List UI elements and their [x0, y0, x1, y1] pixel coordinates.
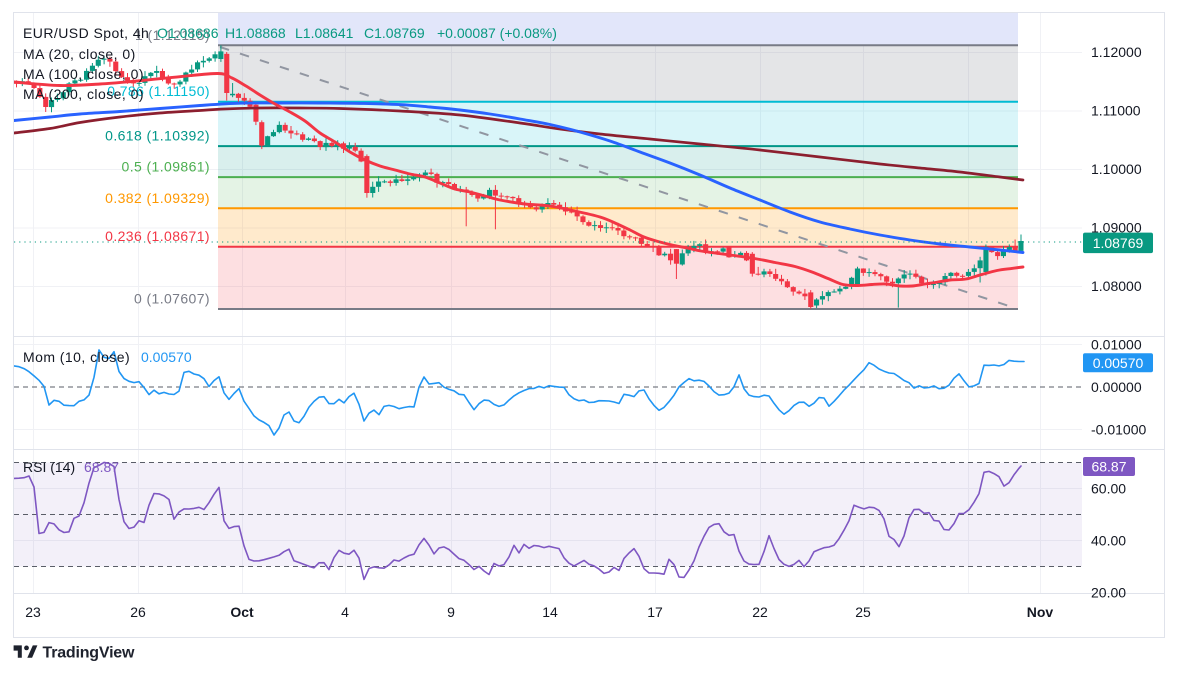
- svg-text:68.87: 68.87: [84, 459, 119, 475]
- svg-text:1.09000: 1.09000: [1091, 220, 1142, 236]
- svg-text:Nov: Nov: [1027, 604, 1054, 620]
- svg-text:MA (100, close, 0): MA (100, close, 0): [23, 66, 144, 82]
- svg-text:17: 17: [647, 604, 663, 620]
- svg-text:1 (1.12115): 1 (1.12115): [135, 27, 210, 43]
- svg-text:Oct: Oct: [230, 604, 254, 620]
- svg-text:0 (1.07607): 0 (1.07607): [134, 291, 210, 307]
- svg-text:0.786 (1.11150): 0.786 (1.11150): [107, 83, 210, 99]
- svg-text:Mom (10, close): Mom (10, close): [23, 349, 130, 365]
- svg-text:TradingView: TradingView: [43, 645, 136, 662]
- svg-text:1.10000: 1.10000: [1091, 161, 1142, 177]
- svg-text:60.00: 60.00: [1091, 481, 1126, 497]
- svg-text:+0.00087 (+0.08%): +0.00087 (+0.08%): [437, 25, 557, 41]
- svg-text:-0.01000: -0.01000: [1091, 422, 1146, 438]
- svg-text:0.00000: 0.00000: [1091, 379, 1142, 395]
- svg-text:0.01000: 0.01000: [1091, 337, 1142, 353]
- svg-text:1.08000: 1.08000: [1091, 278, 1142, 294]
- svg-text:9: 9: [447, 604, 455, 620]
- svg-text:23: 23: [25, 604, 41, 620]
- svg-text:1.12000: 1.12000: [1091, 44, 1142, 60]
- svg-text:40.00: 40.00: [1091, 533, 1126, 549]
- svg-text:MA (200, close, 0): MA (200, close, 0): [23, 86, 144, 102]
- svg-text:RSI (14): RSI (14): [23, 459, 75, 475]
- svg-text:EUR/USD Spot, 4h: EUR/USD Spot, 4h: [23, 25, 149, 41]
- svg-text:0.5 (1.09861): 0.5 (1.09861): [122, 159, 210, 175]
- svg-text:H1.08868: H1.08868: [225, 25, 286, 41]
- svg-text:0.00570: 0.00570: [1093, 355, 1144, 371]
- svg-text:4: 4: [341, 604, 349, 620]
- svg-text:L1.08641: L1.08641: [295, 25, 354, 41]
- svg-text:MA (20, close, 0): MA (20, close, 0): [23, 46, 136, 62]
- svg-text:20.00: 20.00: [1091, 585, 1126, 601]
- svg-text:C1.08769: C1.08769: [364, 25, 425, 41]
- svg-text:26: 26: [130, 604, 146, 620]
- svg-text:1.08769: 1.08769: [1093, 235, 1144, 251]
- svg-text:14: 14: [542, 604, 558, 620]
- svg-text:0.236 (1.08671): 0.236 (1.08671): [105, 228, 210, 244]
- svg-text:0.00570: 0.00570: [141, 349, 192, 365]
- svg-text:0.382 (1.09329): 0.382 (1.09329): [105, 190, 210, 206]
- svg-text:0.618 (1.10392): 0.618 (1.10392): [105, 128, 210, 144]
- svg-text:22: 22: [752, 604, 768, 620]
- svg-text:68.87: 68.87: [1091, 459, 1126, 475]
- svg-text:O1.08686: O1.08686: [157, 25, 219, 41]
- svg-text:1.11000: 1.11000: [1091, 103, 1141, 119]
- svg-text:25: 25: [855, 604, 871, 620]
